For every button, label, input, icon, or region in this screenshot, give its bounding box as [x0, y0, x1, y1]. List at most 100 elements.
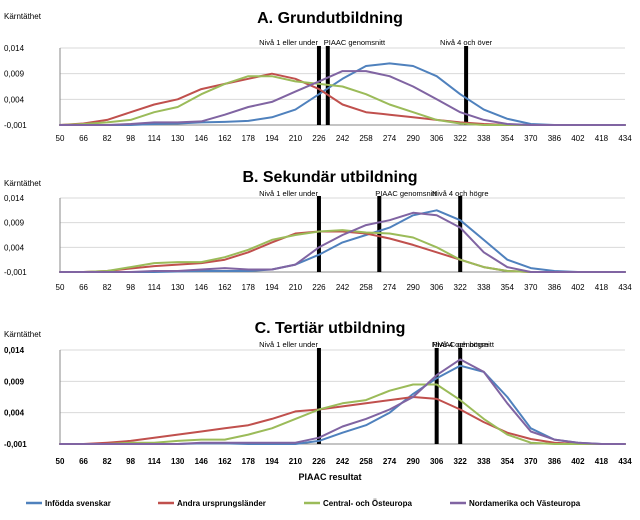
x-tick-label: 290 [406, 283, 420, 292]
x-tick-label: 290 [406, 134, 420, 143]
x-tick-label: 98 [126, 457, 135, 466]
x-tick-label: 162 [218, 283, 232, 292]
x-tick-label: 434 [618, 457, 632, 466]
x-tick-label: 354 [501, 134, 515, 143]
x-tick-label: 98 [126, 134, 135, 143]
x-tick-label: 386 [548, 134, 562, 143]
x-tick-label: 66 [79, 457, 88, 466]
x-tick-label: 98 [126, 283, 135, 292]
y-tick-label: 0,004 [4, 409, 25, 418]
x-tick-label: 402 [571, 283, 585, 292]
series-line [59, 229, 626, 273]
x-tick-label: 226 [312, 283, 326, 292]
x-tick-label: 226 [312, 134, 326, 143]
x-tick-label: 434 [618, 134, 632, 143]
x-tick-label: 66 [79, 283, 88, 292]
x-tick-label: 146 [195, 134, 209, 143]
x-tick-label: 418 [595, 457, 609, 466]
x-tick-label: 354 [501, 457, 515, 466]
x-tick-label: 418 [595, 283, 609, 292]
series-line [59, 75, 626, 126]
x-tick-label: 194 [265, 457, 279, 466]
panel-title: B. Sekundär utbildning [242, 169, 417, 186]
reference-annotation: Nivå 4 och högre [432, 340, 489, 349]
y-tick-label: 0,004 [4, 95, 25, 104]
y-tick-label: -0,001 [4, 268, 27, 277]
x-tick-label: 322 [454, 283, 468, 292]
x-tick-label: 274 [383, 283, 397, 292]
x-tick-label: 338 [477, 283, 491, 292]
x-tick-label: 242 [336, 134, 350, 143]
series-line [59, 358, 626, 445]
x-tick-label: 162 [218, 457, 232, 466]
legend-label: Nordamerika och Västeuropa [469, 499, 581, 508]
y-tick-label: -0,001 [4, 440, 27, 449]
x-tick-label: 242 [336, 457, 350, 466]
x-tick-label: 146 [195, 457, 209, 466]
x-tick-label: 338 [477, 134, 491, 143]
legend-label: Central- och Östeuropa [323, 499, 412, 508]
series-line [59, 211, 626, 273]
reference-annotation: Nivå 4 och över [440, 38, 493, 47]
x-tick-label: 370 [524, 457, 538, 466]
x-tick-label: 146 [195, 283, 209, 292]
x-tick-label: 258 [359, 134, 373, 143]
x-tick-label: 386 [548, 283, 562, 292]
reference-annotation: Nivå 1 eller under [259, 340, 318, 349]
x-tick-label: 258 [359, 283, 373, 292]
x-tick-label: 82 [103, 134, 112, 143]
x-tick-label: 82 [103, 457, 112, 466]
x-tick-label: 194 [265, 134, 279, 143]
x-tick-label: 210 [289, 134, 303, 143]
x-tick-label: 402 [571, 457, 585, 466]
x-tick-label: 434 [618, 283, 632, 292]
x-tick-label: 130 [171, 134, 185, 143]
y-tick-label: 0,009 [4, 70, 25, 79]
x-tick-label: 290 [406, 457, 420, 466]
series-line [59, 209, 626, 273]
y-tick-label: 0,014 [4, 194, 25, 203]
x-tick-label: 370 [524, 283, 538, 292]
series-line [59, 396, 626, 445]
x-tick-label: 354 [501, 283, 515, 292]
x-axis-title: PIAAC resultat [298, 472, 361, 482]
x-tick-label: 130 [171, 283, 185, 292]
x-tick-label: 306 [430, 134, 444, 143]
x-tick-label: 178 [242, 134, 256, 143]
x-tick-label: 322 [454, 134, 468, 143]
x-tick-label: 50 [56, 134, 65, 143]
x-tick-label: 306 [430, 283, 444, 292]
legend-label: Andra ursprungsländer [177, 499, 266, 508]
reference-annotation: PIAAC genomsnitt [324, 38, 386, 47]
y-axis-label: Kärntäthet [4, 12, 42, 21]
series-line [59, 70, 626, 126]
reference-annotation: Nivå 1 eller under [259, 38, 318, 47]
x-tick-label: 402 [571, 134, 585, 143]
series-line [59, 230, 626, 273]
x-tick-label: 418 [595, 134, 609, 143]
x-tick-label: 162 [218, 134, 232, 143]
x-tick-label: 274 [383, 134, 397, 143]
reference-annotation: Nivå 4 och högre [432, 189, 489, 198]
x-tick-label: 386 [548, 457, 562, 466]
x-tick-label: 130 [171, 457, 185, 466]
panel-title: C. Tertiär utbildning [255, 320, 406, 337]
y-tick-label: 0,004 [4, 243, 25, 252]
x-tick-label: 82 [103, 283, 112, 292]
y-tick-label: 0,014 [4, 346, 25, 355]
y-tick-label: 0,009 [4, 377, 25, 386]
reference-annotation: PIAAC genomsnitt [375, 189, 437, 198]
reference-annotation: PIAAC genomsnitt [433, 340, 495, 349]
y-axis-label: Kärntäthet [4, 179, 42, 188]
x-tick-label: 210 [289, 457, 303, 466]
y-axis-label: Kärntäthet [4, 330, 42, 339]
x-tick-label: 50 [56, 283, 65, 292]
panel-title: A. Grundutbildning [257, 10, 403, 27]
x-tick-label: 370 [524, 134, 538, 143]
x-tick-label: 178 [242, 457, 256, 466]
x-tick-label: 258 [359, 457, 373, 466]
y-tick-label: 0,009 [4, 219, 25, 228]
x-tick-label: 338 [477, 457, 491, 466]
